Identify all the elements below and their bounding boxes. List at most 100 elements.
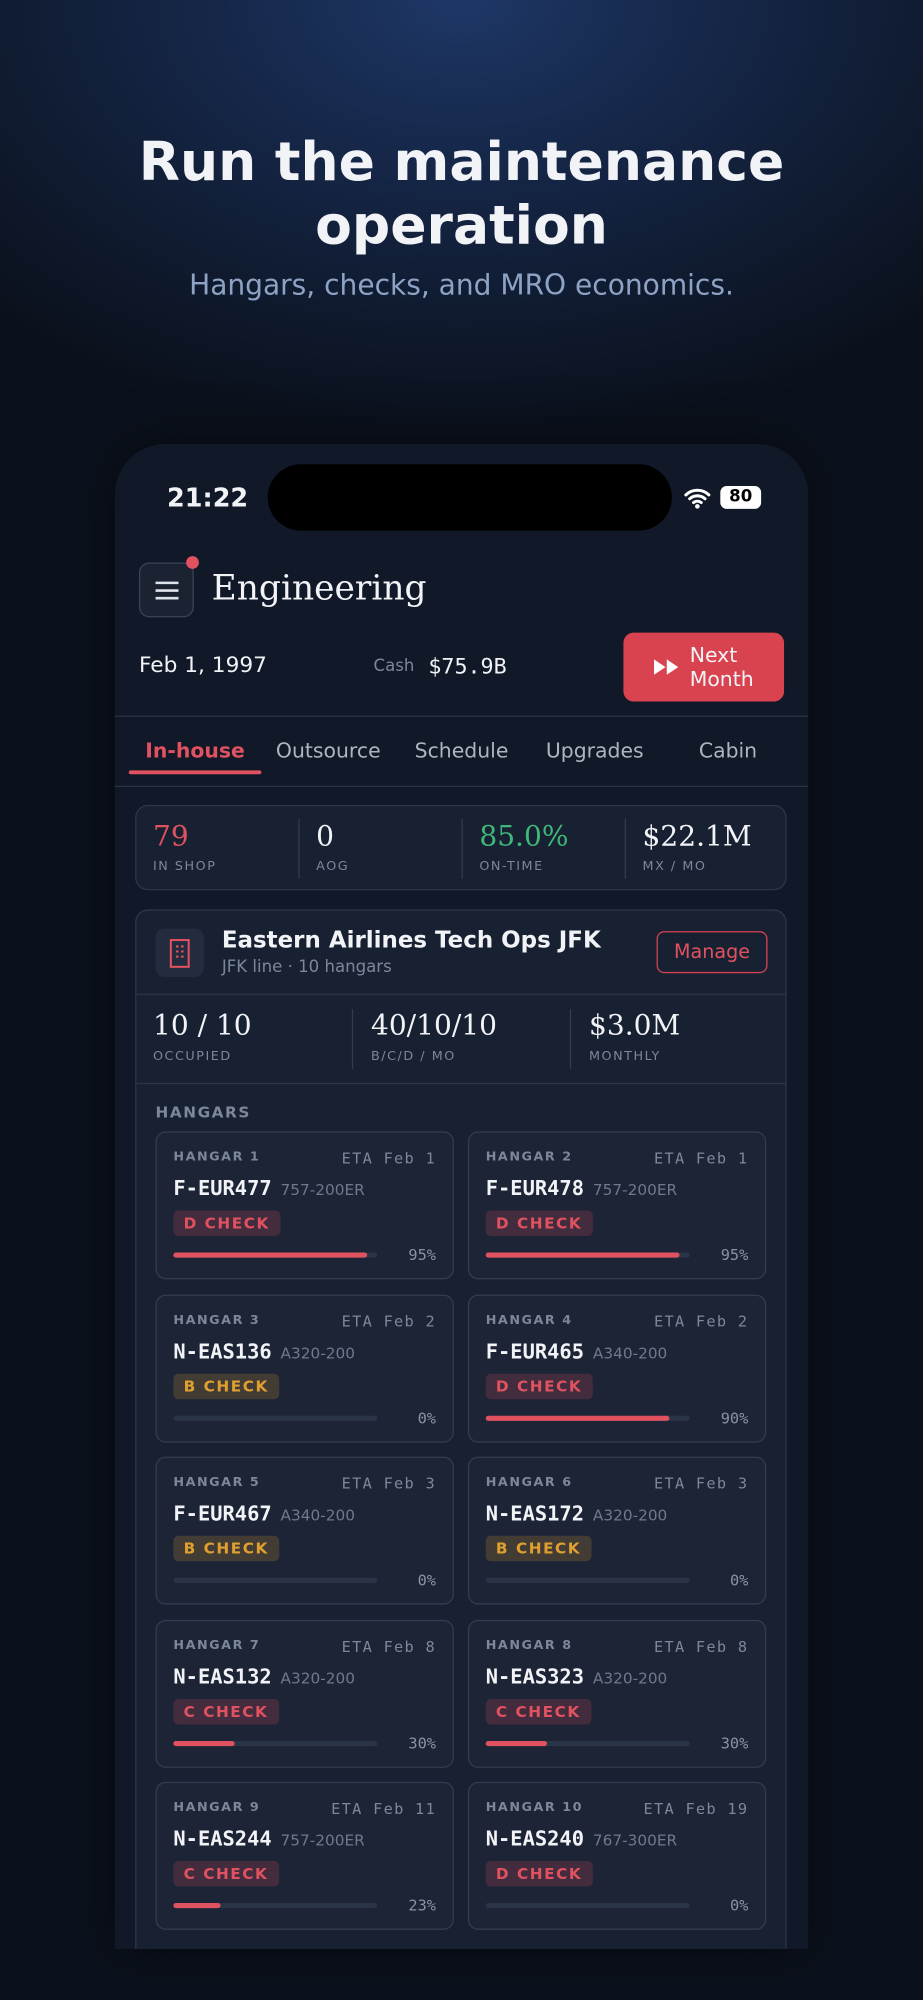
hangar-name: HANGAR 9 (173, 1801, 261, 1816)
hangar-card[interactable]: HANGAR 9 ETA Feb 11 N-EAS244 757-200ER C CHE… (155, 1781, 454, 1930)
hangar-name: HANGAR 4 (485, 1313, 573, 1328)
check-badge: B CHECK (173, 1535, 280, 1562)
clock: 21:22 (167, 482, 249, 513)
divider (114, 785, 809, 787)
progress-fill (173, 1740, 235, 1746)
progress-fill (485, 1415, 670, 1421)
menu-button[interactable] (138, 562, 194, 618)
progress-fill (485, 1252, 680, 1258)
progress-track (173, 1903, 378, 1909)
progress-track (485, 1903, 690, 1909)
progress-label: 23% (408, 1896, 437, 1915)
separator (351, 1008, 354, 1069)
facility-stat-value: 40/10/10 (370, 1010, 497, 1043)
separator (569, 1008, 572, 1069)
hangar-eta: ETA Feb 11 (331, 1799, 437, 1818)
subheadline: Hangars, checks, and MRO economics. (189, 270, 734, 303)
tail-number: N-EAS172 (485, 1501, 584, 1526)
aircraft-type: A320-200 (280, 1343, 355, 1362)
dynamic-island (267, 464, 672, 531)
progress-label: 30% (408, 1734, 437, 1752)
wifi-icon (684, 488, 711, 509)
progress-fill (173, 1252, 368, 1258)
tab[interactable]: Upgrades (545, 738, 644, 763)
tab[interactable]: Cabin (698, 738, 758, 763)
progress-track (173, 1740, 378, 1746)
hangar-name: HANGAR 10 (485, 1801, 584, 1816)
hangar-card[interactable]: HANGAR 2 ETA Feb 1 F-EUR478 757-200ER D CHEC… (467, 1131, 767, 1280)
hangar-card[interactable]: HANGAR 1 ETA Feb 1 F-EUR477 757-200ER D CHEC… (155, 1131, 454, 1280)
facility-stat-label: B/C/D / MO (370, 1049, 456, 1064)
aircraft-type: A340-200 (280, 1506, 355, 1525)
tail-number: N-EAS132 (173, 1663, 272, 1689)
hangar-eta: ETA Feb 19 (643, 1799, 749, 1818)
aircraft-type: A320-200 (592, 1668, 668, 1687)
aircraft-type: 757-200ER (280, 1181, 365, 1199)
facility-stat-value: $3.0M (589, 1010, 681, 1043)
stat-value: 85.0% (479, 821, 569, 854)
hangar-card[interactable]: HANGAR 8 ETA Feb 8 N-EAS323 A320-200 C CHECK… (467, 1619, 767, 1768)
aircraft-type: 757-200ER (592, 1181, 678, 1199)
hangar-name: HANGAR 8 (485, 1638, 573, 1653)
aircraft-row: F-EUR477 757-200ER (173, 1176, 364, 1200)
progress-label: 95% (408, 1246, 437, 1265)
hangar-card[interactable]: HANGAR 7 ETA Feb 8 N-EAS132 A320-200 C CHECK… (155, 1619, 454, 1768)
tab[interactable]: In-house (145, 738, 245, 763)
facility-stat-value: 10 / 10 (152, 1010, 252, 1043)
hangar-card[interactable]: HANGAR 10 ETA Feb 19 N-EAS240 767-300ER D CH… (467, 1781, 767, 1930)
check-badge: D CHECK (485, 1373, 593, 1399)
hangar-card[interactable]: HANGAR 5 ETA Feb 3 F-EUR467 A340-200 B CHECK… (155, 1456, 454, 1605)
hangar-name: HANGAR 6 (485, 1475, 573, 1490)
facility-stats: 10 / 10 OCCUPIED 40/10/10 B/C/D / MO $3.0M MO… (136, 995, 785, 1083)
hangar-card[interactable]: HANGAR 3 ETA Feb 2 N-EAS136 A320-200 B CHECK… (155, 1293, 454, 1442)
aircraft-row: F-EUR478 757-200ER (486, 1176, 677, 1200)
check-badge: D CHECK (173, 1210, 281, 1236)
check-badge: C CHECK (173, 1698, 279, 1724)
aircraft-row: N-EAS132 A320-200 (173, 1664, 355, 1688)
progress-label: 0% (417, 1571, 437, 1590)
facility-stat-label: MONTHLY (589, 1049, 661, 1064)
forward-icon (654, 659, 679, 675)
hangar-eta: ETA Feb 8 (653, 1637, 749, 1655)
next-month-button[interactable]: Next Month (623, 632, 785, 702)
progress-track (485, 1740, 690, 1746)
manage-button[interactable]: Manage (656, 931, 768, 974)
divider (114, 715, 809, 717)
notification-dot (186, 556, 199, 569)
hangar-eta: ETA Feb 2 (653, 1311, 749, 1330)
hangar-card[interactable]: HANGAR 4 ETA Feb 2 F-EUR465 A340-200 D CHECK… (467, 1293, 767, 1442)
hangar-name: HANGAR 7 (173, 1638, 261, 1653)
stat-label: ON-TIME (479, 859, 544, 874)
hangars-heading: HANGARS (155, 1103, 251, 1122)
tail-number: F-EUR467 (173, 1501, 272, 1526)
tab[interactable]: Schedule (414, 738, 509, 763)
progress-label: 90% (720, 1408, 749, 1427)
hangar-eta: ETA Feb 2 (341, 1311, 437, 1330)
hangar-eta: ETA Feb 3 (653, 1474, 749, 1493)
tail-number: N-EAS240 (485, 1826, 584, 1851)
divider (136, 1082, 786, 1085)
hangar-eta: ETA Feb 1 (653, 1149, 749, 1168)
check-badge: C CHECK (485, 1698, 591, 1724)
progress-track (173, 1577, 378, 1583)
next-month-label: Next Month (689, 642, 754, 692)
hangar-eta: ETA Feb 1 (341, 1149, 437, 1168)
progress-label: 0% (417, 1408, 437, 1427)
tab[interactable]: Outsource (275, 738, 381, 763)
hangar-eta: ETA Feb 3 (341, 1474, 437, 1493)
hangar-card[interactable]: HANGAR 6 ETA Feb 3 N-EAS172 A320-200 B CHECK… (467, 1456, 767, 1605)
hangar-name: HANGAR 5 (173, 1475, 261, 1490)
aircraft-type: 767-300ER (592, 1831, 678, 1850)
stat-value: 79 (152, 821, 189, 854)
tail-number: N-EAS136 (173, 1338, 272, 1363)
check-badge: B CHECK (485, 1535, 592, 1562)
stat-value: $22.1M (642, 821, 752, 854)
progress-label: 0% (729, 1896, 749, 1915)
building-icon (155, 928, 204, 978)
aircraft-row: F-EUR467 A340-200 (173, 1501, 355, 1525)
hangar-eta: ETA Feb 8 (341, 1637, 437, 1655)
tail-number: F-EUR478 (485, 1176, 584, 1201)
cash: $75.9B (428, 654, 507, 680)
facility-card: Eastern Airlines Tech Ops JFK JFK line ·… (135, 909, 787, 1949)
